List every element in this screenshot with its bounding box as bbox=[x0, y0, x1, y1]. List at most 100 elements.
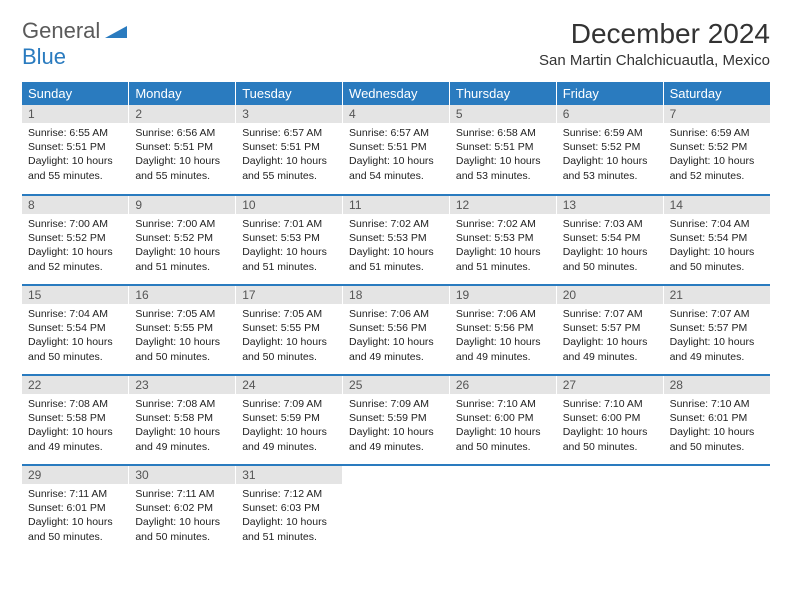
sunrise-line: Sunrise: 7:04 AM bbox=[670, 218, 750, 230]
sunrise-line: Sunrise: 7:08 AM bbox=[135, 398, 215, 410]
daylight-line: Daylight: 10 hours and 53 minutes. bbox=[456, 155, 541, 181]
sunrise-line: Sunrise: 7:06 AM bbox=[349, 308, 429, 320]
day-number: 23 bbox=[129, 376, 235, 394]
calendar-day-cell: 10 Sunrise: 7:01 AM Sunset: 5:53 PM Dayligh… bbox=[236, 195, 343, 285]
sunrise-line: Sunrise: 7:04 AM bbox=[28, 308, 108, 320]
day-number: 27 bbox=[557, 376, 663, 394]
calendar-day-cell: 26Sunrise: 7:10 AMSunset: 6:00 PMDayligh… bbox=[449, 375, 556, 465]
sunrise-line: Sunrise: 7:09 AM bbox=[349, 398, 429, 410]
day-detail: Sunrise: 7:02 AM Sunset: 5:53 PM Daylight:… bbox=[343, 214, 449, 278]
day-detail: Sunrise: 7:07 AMSunset: 5:57 PMDaylight:… bbox=[557, 304, 663, 368]
sunrise-line: Sunrise: 7:06 AM bbox=[456, 308, 536, 320]
day-header: Sunday bbox=[22, 82, 129, 105]
day-number: 22 bbox=[22, 376, 128, 394]
day-number: 28 bbox=[664, 376, 770, 394]
sunset-line: Sunset: 5:55 PM bbox=[242, 322, 320, 334]
day-number: 26 bbox=[450, 376, 556, 394]
logo-triangle-icon bbox=[105, 22, 127, 38]
calendar-day-cell: 24Sunrise: 7:09 AMSunset: 5:59 PMDayligh… bbox=[236, 375, 343, 465]
sunset-line: Sunset: 5:52 PM bbox=[28, 232, 106, 244]
sunrise-line: Sunrise: 7:11 AM bbox=[28, 488, 107, 500]
day-number: 10 bbox=[236, 196, 342, 214]
daylight-line: Daylight: 10 hours and 49 minutes. bbox=[349, 336, 434, 362]
sunset-line: Sunset: 5:51 PM bbox=[28, 141, 106, 153]
day-number: 19 bbox=[450, 286, 556, 304]
day-detail: Sunrise: 7:02 AMSunset: 5:53 PMDaylight:… bbox=[450, 214, 556, 278]
day-detail: Sunrise: 7:00 AM Sunset: 5:52 PM Daylight:… bbox=[22, 214, 128, 278]
sunset-line: Sunset: 5:53 PM bbox=[349, 232, 427, 244]
calendar-day-cell: 3Sunrise: 6:57 AMSunset: 5:51 PMDaylight… bbox=[236, 105, 343, 195]
calendar-day-cell: 2Sunrise: 6:56 AMSunset: 5:51 PMDaylight… bbox=[129, 105, 236, 195]
sunset-line: Sunset: 5:53 PM bbox=[242, 232, 320, 244]
day-header-row: SundayMondayTuesdayWednesdayThursdayFrid… bbox=[22, 82, 770, 105]
day-header: Tuesday bbox=[236, 82, 343, 105]
daylight-line: Daylight: 10 hours and 49 minutes. bbox=[456, 336, 541, 362]
sunrise-line: Sunrise: 6:58 AM bbox=[456, 127, 536, 139]
day-number: 3 bbox=[236, 105, 342, 123]
calendar-day-cell: 1Sunrise: 6:55 AMSunset: 5:51 PMDaylight… bbox=[22, 105, 129, 195]
calendar-day-cell: 19Sunrise: 7:06 AMSunset: 5:56 PMDayligh… bbox=[449, 285, 556, 375]
logo-text-blue: Blue bbox=[22, 44, 66, 69]
calendar-day-cell: 11 Sunrise: 7:02 AM Sunset: 5:53 PM Dayligh… bbox=[343, 195, 450, 285]
day-detail: Sunrise: 6:59 AMSunset: 5:52 PMDaylight:… bbox=[664, 123, 770, 187]
day-number: 31 bbox=[236, 466, 342, 484]
day-detail: Sunrise: 7:10 AMSunset: 6:01 PMDaylight:… bbox=[664, 394, 770, 458]
day-header: Friday bbox=[556, 82, 663, 105]
sunrise-line: Sunrise: 7:03 AM bbox=[563, 218, 643, 230]
sunset-line: Sunset: 5:54 PM bbox=[563, 232, 641, 244]
daylight-line: Daylight: 10 hours and 52 minutes. bbox=[670, 155, 755, 181]
day-number: 6 bbox=[557, 105, 663, 123]
sunset-line: Sunset: 5:51 PM bbox=[349, 141, 427, 153]
sunrise-line: Sunrise: 6:56 AM bbox=[135, 127, 215, 139]
day-detail: Sunrise: 6:59 AMSunset: 5:52 PMDaylight:… bbox=[557, 123, 663, 187]
sunrise-line: Sunrise: 7:01 AM bbox=[242, 218, 322, 230]
sunrise-line: Sunrise: 7:00 AM bbox=[28, 218, 108, 230]
calendar-day-cell: 29Sunrise: 7:11 AMSunset: 6:01 PMDayligh… bbox=[22, 465, 129, 555]
daylight-line: Daylight: 10 hours and 51 minutes. bbox=[242, 516, 327, 542]
day-number: 13 bbox=[557, 196, 663, 214]
sunrise-line: Sunrise: 6:59 AM bbox=[670, 127, 750, 139]
sunset-line: Sunset: 6:01 PM bbox=[670, 412, 748, 424]
calendar-day-cell: 22Sunrise: 7:08 AMSunset: 5:58 PMDayligh… bbox=[22, 375, 129, 465]
sunset-line: Sunset: 6:03 PM bbox=[242, 502, 320, 514]
daylight-line: Daylight: 10 hours and 51 minutes. bbox=[242, 246, 327, 272]
sunset-line: Sunset: 5:58 PM bbox=[28, 412, 106, 424]
sunrise-line: Sunrise: 7:05 AM bbox=[242, 308, 322, 320]
calendar-empty-cell bbox=[449, 465, 556, 555]
day-number: 9 bbox=[129, 196, 235, 214]
sunrise-line: Sunrise: 7:10 AM bbox=[670, 398, 750, 410]
daylight-line: Daylight: 10 hours and 52 minutes. bbox=[28, 246, 113, 272]
daylight-line: Daylight: 10 hours and 49 minutes. bbox=[28, 426, 113, 452]
daylight-line: Daylight: 10 hours and 49 minutes. bbox=[349, 426, 434, 452]
calendar-day-cell: 30Sunrise: 7:11 AMSunset: 6:02 PMDayligh… bbox=[129, 465, 236, 555]
calendar-day-cell: 25Sunrise: 7:09 AMSunset: 5:59 PMDayligh… bbox=[343, 375, 450, 465]
day-header: Thursday bbox=[449, 82, 556, 105]
sunset-line: Sunset: 5:56 PM bbox=[349, 322, 427, 334]
day-detail: Sunrise: 6:56 AMSunset: 5:51 PMDaylight:… bbox=[129, 123, 235, 187]
calendar-week-row: 29Sunrise: 7:11 AMSunset: 6:01 PMDayligh… bbox=[22, 465, 770, 555]
daylight-line: Daylight: 10 hours and 51 minutes. bbox=[135, 246, 220, 272]
calendar-day-cell: 31Sunrise: 7:12 AMSunset: 6:03 PMDayligh… bbox=[236, 465, 343, 555]
daylight-line: Daylight: 10 hours and 50 minutes. bbox=[242, 336, 327, 362]
sunrise-line: Sunrise: 6:57 AM bbox=[242, 127, 322, 139]
day-detail: Sunrise: 7:08 AMSunset: 5:58 PMDaylight:… bbox=[22, 394, 128, 458]
day-number: 11 bbox=[343, 196, 449, 214]
sunset-line: Sunset: 5:55 PM bbox=[135, 322, 213, 334]
day-detail: Sunrise: 7:11 AMSunset: 6:02 PMDaylight:… bbox=[129, 484, 235, 548]
day-header: Saturday bbox=[663, 82, 770, 105]
day-number: 18 bbox=[343, 286, 449, 304]
sunrise-line: Sunrise: 7:10 AM bbox=[456, 398, 536, 410]
sunrise-line: Sunrise: 7:07 AM bbox=[563, 308, 643, 320]
day-detail: Sunrise: 7:11 AMSunset: 6:01 PMDaylight:… bbox=[22, 484, 128, 548]
day-number: 2 bbox=[129, 105, 235, 123]
calendar-week-row: 22Sunrise: 7:08 AMSunset: 5:58 PMDayligh… bbox=[22, 375, 770, 465]
day-detail: Sunrise: 7:06 AMSunset: 5:56 PMDaylight:… bbox=[450, 304, 556, 368]
sunrise-line: Sunrise: 7:02 AM bbox=[349, 218, 429, 230]
day-detail: Sunrise: 7:03 AMSunset: 5:54 PMDaylight:… bbox=[557, 214, 663, 278]
sunrise-line: Sunrise: 7:05 AM bbox=[135, 308, 215, 320]
daylight-line: Daylight: 10 hours and 51 minutes. bbox=[349, 246, 434, 272]
day-number: 1 bbox=[22, 105, 128, 123]
day-number: 4 bbox=[343, 105, 449, 123]
daylight-line: Daylight: 10 hours and 50 minutes. bbox=[28, 516, 113, 542]
calendar-day-cell: 28Sunrise: 7:10 AMSunset: 6:01 PMDayligh… bbox=[663, 375, 770, 465]
